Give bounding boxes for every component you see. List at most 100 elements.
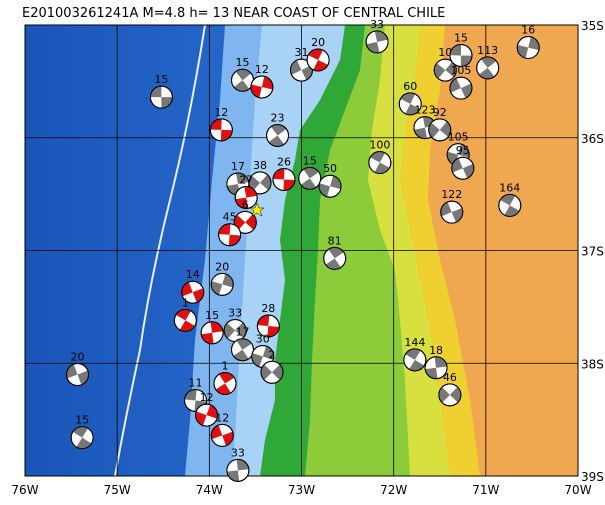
depth-label: 45	[223, 211, 237, 224]
beachball-outline	[449, 43, 473, 67]
beachball-quadrant	[245, 214, 257, 230]
beachball-quadrant	[451, 158, 463, 173]
beachball-quadrant	[283, 179, 295, 191]
depth-label: 18	[429, 344, 443, 357]
depth-label: 15	[236, 56, 250, 69]
beachball-quadrant	[504, 205, 520, 217]
beachball-quadrant	[439, 121, 451, 137]
depth-label: 15	[154, 73, 168, 86]
beachball-quadrant	[313, 59, 328, 71]
beachball-outline	[403, 348, 427, 372]
lat-tick-label: 36S	[581, 132, 604, 146]
lat-tick-label: 37S	[581, 245, 604, 259]
focal-mechanism	[476, 56, 500, 80]
beachball-quadrant	[528, 36, 540, 51]
focal-mechanism	[231, 68, 255, 92]
focal-mechanism	[498, 193, 522, 217]
depth-label: 105	[450, 64, 471, 77]
beachball-outline	[368, 151, 392, 175]
beachball-outline	[184, 388, 208, 412]
depth-label: 15	[303, 154, 317, 167]
beachball-quadrant	[460, 83, 472, 99]
beachball-outline	[440, 200, 464, 224]
beachball-quadrant	[460, 55, 472, 67]
beachball-quadrant	[428, 122, 440, 139]
beachball-quadrant	[261, 76, 273, 90]
beachball-quadrant	[201, 332, 214, 344]
beachball-quadrant	[438, 387, 450, 403]
focal-mechanism	[428, 118, 452, 142]
depth-label: 46	[443, 371, 457, 384]
lon-tick-label: 75W	[104, 483, 131, 497]
beachball-quadrant	[374, 30, 388, 42]
lat-tick-label: 35S	[581, 19, 604, 33]
beachball-quadrant	[434, 63, 446, 79]
focal-mechanism	[248, 171, 272, 195]
beachball-quadrant	[273, 168, 285, 180]
beachball-quadrant	[236, 459, 249, 471]
focal-mechanism	[449, 43, 473, 67]
beachball-outline	[498, 193, 522, 217]
depth-label: 30	[256, 332, 270, 345]
depth-label: 12	[215, 411, 229, 424]
depth-label: 11	[189, 376, 203, 389]
beachball-quadrant	[179, 320, 195, 332]
beachball-quadrant	[228, 234, 241, 246]
beachball-outline	[516, 36, 540, 60]
beachball-quadrant	[308, 48, 323, 60]
beachball-outline	[323, 246, 347, 270]
beachball-quadrant	[409, 359, 425, 371]
focal-mechanism	[234, 186, 258, 210]
focal-mechanism	[173, 308, 197, 332]
focal-mechanism	[250, 75, 274, 99]
beachball-outline	[173, 308, 197, 332]
beachball-quadrant	[449, 44, 462, 56]
beachball-quadrant	[272, 364, 284, 381]
beachball-outline	[260, 360, 284, 384]
lon-tick-label: 76W	[11, 483, 38, 497]
depth-label: 23	[271, 111, 285, 124]
beachball-outline	[306, 48, 330, 72]
beachball-quadrant	[261, 364, 273, 381]
depth-label: 12	[214, 106, 228, 119]
focal-mechanism	[231, 338, 255, 362]
beachball-quadrant	[462, 163, 474, 179]
beachball-quadrant	[500, 194, 516, 206]
depth-label: 144	[404, 336, 425, 349]
depth-label: 20	[311, 36, 325, 49]
beachball-outline	[433, 58, 457, 82]
beachball-quadrant	[478, 67, 495, 79]
focal-mechanism	[449, 76, 473, 100]
focal-mechanism	[266, 123, 290, 147]
depth-label: 1	[182, 296, 189, 309]
depth-label: 50	[323, 162, 337, 175]
focal-mechanism	[200, 321, 224, 345]
beachball-outline	[218, 223, 242, 247]
beachball-quadrant	[449, 78, 461, 93]
focal-mechanism	[195, 403, 219, 427]
beachball-quadrant	[233, 349, 249, 361]
beachball-quadrant	[366, 41, 380, 53]
beachball-quadrant	[257, 315, 270, 327]
beachball-outline	[66, 363, 90, 387]
beachball-outline	[365, 30, 389, 54]
beachball-quadrant	[374, 162, 390, 174]
beachball-quadrant	[250, 84, 262, 98]
depth-label: 95	[456, 144, 470, 157]
depth-label: 100	[369, 139, 390, 152]
beachball-quadrant	[210, 321, 223, 333]
beachball-quadrant	[226, 470, 240, 482]
focal-mechanism	[298, 166, 322, 190]
beachball-quadrant	[370, 151, 386, 163]
focal-mechanism	[365, 30, 389, 54]
beachball-quadrant	[445, 61, 457, 78]
beachball-quadrant	[480, 56, 497, 68]
depth-label: 60	[403, 80, 417, 93]
beachball-quadrant	[405, 103, 421, 115]
depth-label: 28	[261, 302, 275, 315]
focal-mechanism	[70, 426, 94, 450]
beachball-quadrant	[236, 338, 252, 350]
depth-label: 12	[200, 391, 214, 404]
beachball-quadrant	[224, 323, 236, 339]
